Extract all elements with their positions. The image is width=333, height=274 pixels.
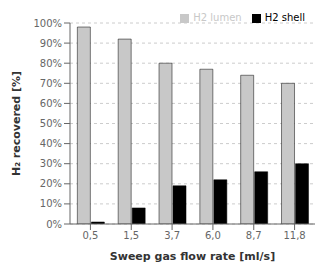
svg-text:0,5: 0,5 bbox=[82, 230, 98, 241]
svg-text:8,7: 8,7 bbox=[246, 230, 262, 241]
svg-text:100%: 100% bbox=[33, 18, 62, 29]
svg-text:20%: 20% bbox=[40, 178, 62, 189]
html-text:H2 shell: H2 shell bbox=[264, 12, 305, 23]
svg-text:40%: 40% bbox=[40, 138, 62, 149]
svg-text:50%: 50% bbox=[40, 118, 62, 129]
svg-text:30%: 30% bbox=[40, 158, 62, 169]
svg-text:3,7: 3,7 bbox=[164, 230, 180, 241]
html-text:H2 lumen: H2 lumen bbox=[193, 12, 242, 23]
svg-text:10%: 10% bbox=[40, 198, 62, 209]
svg-text:H₂ recovered [%]: H₂ recovered [%] bbox=[10, 71, 23, 176]
svg-text:70%: 70% bbox=[40, 78, 62, 89]
svg-text:1,5: 1,5 bbox=[123, 230, 139, 241]
svg-text:60%: 60% bbox=[40, 98, 62, 109]
svg-text:0%: 0% bbox=[46, 219, 62, 230]
svg-text:11,8: 11,8 bbox=[283, 230, 305, 241]
svg-text:Sweep gas flow rate [ml/s]: Sweep gas flow rate [ml/s] bbox=[110, 250, 275, 263]
svg-text:6,0: 6,0 bbox=[205, 230, 221, 241]
svg-text:90%: 90% bbox=[40, 38, 62, 49]
svg-text:80%: 80% bbox=[40, 58, 62, 69]
